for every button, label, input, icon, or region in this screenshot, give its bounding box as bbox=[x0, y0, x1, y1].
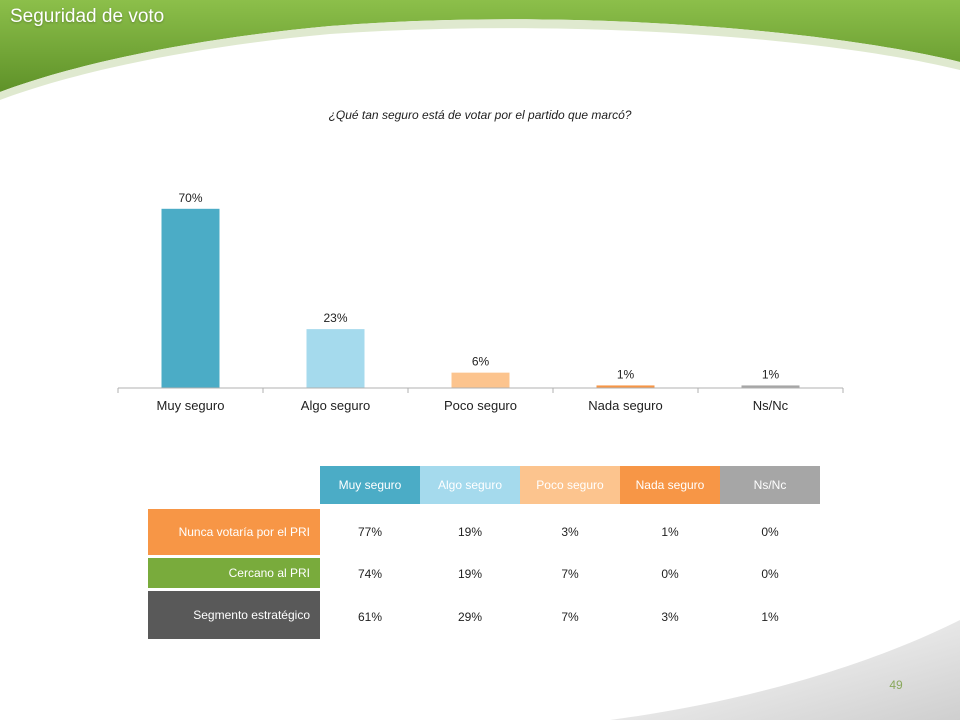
slide-title: Seguridad de voto bbox=[10, 6, 165, 27]
data-label-2: 6% bbox=[472, 355, 490, 369]
category-label-3: Nada seguro bbox=[588, 398, 662, 413]
bar-4 bbox=[741, 385, 800, 388]
footer-gray-corner bbox=[610, 620, 960, 720]
data-label-0: 70% bbox=[178, 191, 202, 205]
bar-3 bbox=[596, 385, 655, 388]
header-green-band bbox=[0, 0, 960, 92]
data-label-4: 1% bbox=[762, 367, 780, 381]
bar-2 bbox=[451, 372, 510, 388]
header-light-swoosh bbox=[0, 19, 960, 101]
bar-1 bbox=[306, 329, 365, 388]
data-label-3: 1% bbox=[617, 367, 635, 381]
data-label-1: 23% bbox=[323, 311, 347, 325]
chart-question: ¿Qué tan seguro está de votar por el par… bbox=[328, 108, 632, 122]
category-label-2: Poco seguro bbox=[444, 398, 517, 413]
category-label-0: Muy seguro bbox=[157, 398, 225, 413]
category-label-1: Algo seguro bbox=[301, 398, 370, 413]
page-number: 49 bbox=[889, 678, 903, 692]
bar-0 bbox=[161, 208, 220, 388]
category-label-4: Ns/Nc bbox=[753, 398, 789, 413]
